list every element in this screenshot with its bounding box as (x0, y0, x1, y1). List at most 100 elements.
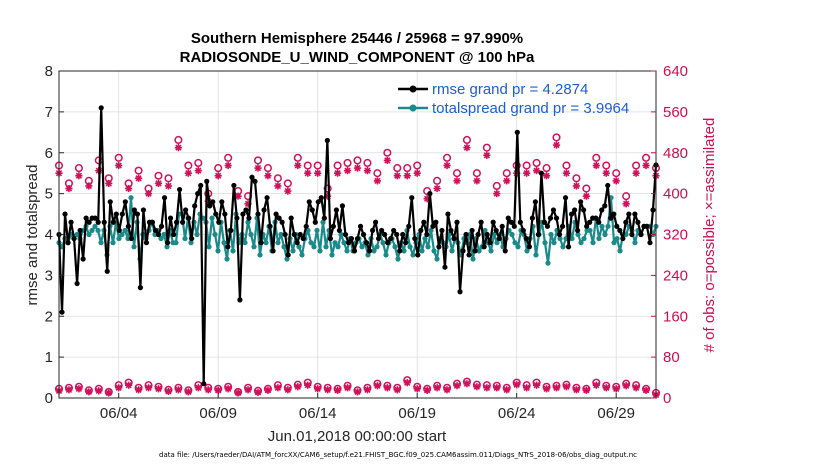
rmse-point (409, 195, 415, 201)
obs-assimilated-stroke (414, 385, 421, 392)
obs-assimilated-stroke (85, 388, 93, 396)
obs-assimilated-stroke (135, 386, 142, 393)
totalspread-point (206, 244, 212, 250)
obs-possible-marker (174, 135, 183, 145)
rmse-point (321, 215, 327, 221)
rmse-point (442, 264, 448, 270)
obs-assimilated-stroke (533, 382, 540, 389)
obs-possible-marker (592, 153, 601, 162)
rmse-point (195, 191, 201, 197)
obs-assimilated-stroke (394, 386, 401, 393)
obs-assimilated-marker (612, 177, 620, 185)
rmse-point (611, 211, 617, 217)
y-tick-label: 8 (45, 63, 53, 80)
obs-assimilated-stroke (593, 382, 600, 389)
obs-assimilated-marker (65, 184, 73, 193)
obs-assimilated-marker (65, 386, 73, 394)
rmse-point (180, 219, 186, 225)
rmse-point (499, 223, 505, 229)
rmse-point (113, 211, 119, 217)
obs-assimilated-marker (642, 386, 650, 394)
obs-possible-marker (74, 164, 83, 173)
rmse-point (550, 207, 557, 213)
rmse-point (234, 215, 240, 221)
rmse-point (511, 223, 517, 229)
totalspread-point (242, 240, 248, 246)
obs-assimilated-marker (582, 192, 590, 200)
obs-assimilated-marker (184, 388, 192, 396)
rmse-point (647, 240, 653, 246)
rmse-point (523, 235, 529, 242)
obs-assimilated-marker (294, 383, 302, 391)
obs-assimilated-stroke (453, 382, 461, 389)
totalspread-point (221, 240, 227, 246)
rmse-point (372, 219, 379, 225)
totalspread-point (374, 244, 380, 250)
obs-assimilated-marker (314, 385, 322, 393)
obs-assimilated-marker (353, 388, 362, 396)
obs-possible-marker (582, 184, 591, 193)
obs-assimilated-stroke (433, 384, 441, 391)
obs-assimilated-marker (393, 386, 401, 394)
obs-possible-marker (622, 192, 631, 201)
obs-assimilated-marker (115, 161, 123, 170)
obs-assimilated-marker (642, 161, 650, 170)
totalspread-point (557, 235, 563, 242)
rmse-point (602, 203, 608, 209)
rmse-point (342, 231, 349, 238)
totalspread-point (395, 256, 401, 262)
obs-assimilated-marker (612, 385, 620, 393)
obs-assimilated-marker (304, 169, 312, 177)
rmse-point (59, 309, 65, 315)
rmse-point (74, 280, 80, 287)
rmse-point (406, 223, 412, 229)
y-right-tick-label: 160 (663, 308, 688, 325)
obs-assimilated-marker (264, 172, 272, 180)
rmse-point (228, 227, 234, 234)
totalspread-point (131, 244, 137, 250)
obs-assimilated-marker (184, 169, 192, 177)
obs-possible-marker (632, 161, 641, 170)
rmse-point (333, 207, 339, 213)
obs-possible-marker (164, 174, 173, 183)
obs-assimilated-stroke (85, 182, 93, 190)
obs-assimilated-marker (383, 384, 391, 392)
rmse-point (412, 235, 418, 242)
rmse-point (445, 211, 451, 217)
obs-assimilated-marker (393, 172, 401, 180)
totalspread-point (524, 248, 530, 254)
obs-assimilated-marker (343, 167, 352, 175)
rmse-point (376, 235, 382, 242)
obs-assimilated-stroke (264, 387, 272, 394)
obs-assimilated-stroke (642, 387, 650, 394)
rmse-point (140, 207, 147, 213)
rmse-point (164, 240, 171, 246)
obs-assimilated-stroke (642, 162, 650, 169)
x-tick-label: 06/04 (100, 405, 138, 422)
obs-assimilated-marker (75, 385, 83, 393)
obs-assimilated-stroke (354, 388, 361, 396)
obs-assimilated-stroke (274, 384, 282, 391)
totalspread-point (275, 240, 281, 246)
rmse-point (273, 211, 279, 217)
obs-assimilated-marker (334, 386, 342, 394)
obs-assimilated-marker (135, 174, 143, 182)
obs-possible-marker (373, 169, 382, 178)
y-axis-right-label: # of obs: o=possible; ×=assimilated (701, 118, 718, 353)
obs-assimilated-marker (572, 386, 580, 394)
totalspread-point (209, 215, 215, 221)
obs-assimilated-stroke (543, 385, 550, 392)
rmse-point (264, 195, 270, 201)
obs-assimilated-stroke (274, 182, 282, 190)
totalspread-point (569, 235, 575, 242)
obs-assimilated-marker (413, 169, 421, 177)
totalspread-point (116, 235, 122, 242)
rmse-point (650, 207, 656, 213)
obs-possible-marker (433, 176, 442, 185)
obs-assimilated-stroke (125, 185, 132, 192)
obs-assimilated-marker (144, 384, 153, 392)
y-tick-label: 6 (45, 145, 53, 162)
rmse-point (312, 219, 318, 225)
obs-assimilated-marker (234, 389, 242, 397)
obs-assimilated-stroke (513, 381, 520, 388)
